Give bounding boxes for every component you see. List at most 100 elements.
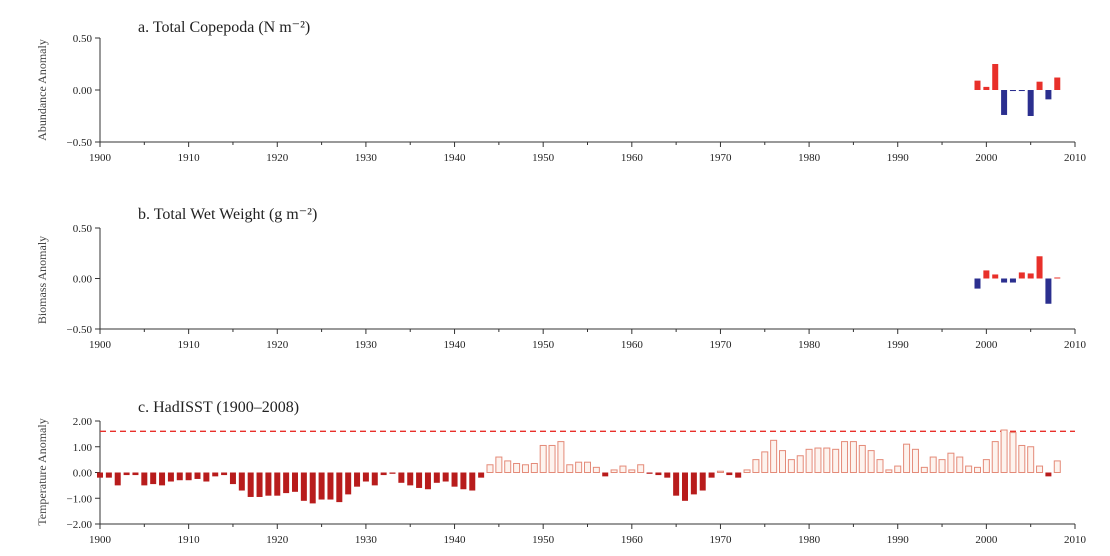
bar — [424, 472, 431, 490]
bar — [495, 456, 503, 473]
bar — [478, 472, 485, 478]
bar — [1045, 278, 1052, 304]
bar — [929, 456, 937, 473]
bar — [947, 452, 955, 473]
bar — [194, 472, 201, 479]
bar — [486, 464, 494, 473]
bar — [956, 456, 964, 473]
x-tick-label: 1930 — [355, 534, 378, 546]
panel-a-plot: 0.50 0.00 −0.50 1900 1910 1920 1930 1940 1950 196… — [67, 33, 1087, 164]
bar — [460, 472, 467, 490]
x-tick-label: 2000 — [975, 152, 998, 164]
x-tick-label: 1960 — [621, 534, 644, 546]
bar — [345, 472, 352, 495]
bar — [726, 472, 733, 476]
bar — [796, 455, 804, 474]
x-tick-label: 1930 — [355, 152, 378, 164]
bar — [1001, 90, 1008, 115]
x-tick-label: 1920 — [266, 534, 289, 546]
bar — [416, 472, 423, 488]
bar — [557, 441, 565, 474]
x-tick-label: 1910 — [178, 339, 201, 351]
bar — [894, 465, 902, 473]
x-tick-label: 1970 — [709, 339, 732, 351]
bar — [132, 472, 139, 476]
x-tick-label: 1980 — [798, 339, 821, 351]
bar — [513, 462, 521, 473]
bar — [619, 465, 627, 473]
panel-c-title: c. HadISST (1900–2008) — [138, 399, 299, 416]
panel-a-ylabel: Abundance Anomaly — [35, 39, 49, 141]
x-tick-label: 2000 — [975, 534, 998, 546]
bar — [716, 470, 724, 473]
bar — [983, 86, 990, 90]
panel-b-ylabel: Biomass Anomaly — [35, 236, 49, 324]
bar — [318, 472, 325, 500]
y-tick-label: −0.50 — [67, 324, 93, 336]
bar — [805, 448, 813, 474]
bar — [761, 451, 769, 473]
x-tick-label: 1930 — [355, 339, 378, 351]
bar — [779, 450, 786, 473]
bar — [1027, 446, 1035, 473]
bar — [965, 465, 973, 473]
bar — [229, 472, 236, 485]
bar — [150, 472, 157, 485]
bar — [389, 472, 396, 474]
bar — [1027, 90, 1034, 116]
bar — [991, 441, 999, 474]
bar — [283, 472, 290, 494]
y-tick-label: −0.50 — [67, 137, 93, 149]
panel-c-plot: 2.00 1.00 0.00 −1.00 −2.00 1900 1910 1920 1930 19… — [67, 416, 1087, 546]
bar — [938, 459, 946, 473]
bar — [362, 472, 369, 482]
bar — [265, 472, 272, 496]
x-tick-label: 2010 — [1064, 339, 1087, 351]
bar — [247, 472, 254, 497]
bar — [521, 464, 529, 473]
bar — [380, 472, 387, 476]
bar — [185, 472, 192, 481]
panel-c-ylabel: Temperature Anomaly — [35, 418, 49, 525]
x-tick-label: 1950 — [532, 152, 555, 164]
bar — [407, 472, 414, 486]
bar — [336, 472, 343, 503]
bar — [176, 472, 183, 481]
bar — [1018, 90, 1025, 92]
bar — [451, 472, 458, 487]
bar — [911, 448, 919, 474]
panel-b-title: b. Total Wet Weight (g m⁻²) — [138, 206, 317, 223]
bar — [371, 472, 378, 486]
bar — [105, 472, 112, 478]
bar — [141, 472, 148, 486]
bar — [469, 472, 476, 491]
bar — [592, 466, 600, 474]
bar — [974, 80, 981, 90]
bar — [442, 472, 449, 482]
x-tick-label: 1900 — [89, 152, 112, 164]
bar — [628, 469, 636, 473]
bar — [1009, 432, 1017, 473]
bar — [539, 444, 547, 473]
x-tick-label: 2000 — [975, 339, 998, 351]
x-tick-label: 1980 — [798, 152, 821, 164]
panel-a: a. Total Copepoda (N m⁻²) Abundance Anom… — [35, 19, 1087, 164]
bar — [982, 459, 990, 473]
bar — [256, 472, 263, 497]
bar — [327, 472, 334, 500]
bar — [983, 270, 990, 279]
x-tick-label: 1950 — [532, 534, 555, 546]
bar — [123, 472, 130, 476]
bar — [673, 472, 680, 496]
panel-b-plot: 0.50 0.00 −0.50 1900 1910 1920 1930 1940 1950 196… — [67, 223, 1087, 351]
x-tick-label: 1900 — [89, 534, 112, 546]
bar — [1018, 272, 1025, 279]
panel-b: b. Total Wet Weight (g m⁻²) Biomass Anom… — [35, 206, 1087, 351]
bar — [354, 472, 361, 487]
x-tick-label: 1990 — [887, 534, 910, 546]
bar — [1054, 277, 1061, 279]
bar — [1054, 77, 1061, 90]
x-tick-label: 1900 — [89, 339, 112, 351]
bar — [1053, 460, 1061, 474]
y-tick-label: 1.00 — [73, 442, 93, 454]
